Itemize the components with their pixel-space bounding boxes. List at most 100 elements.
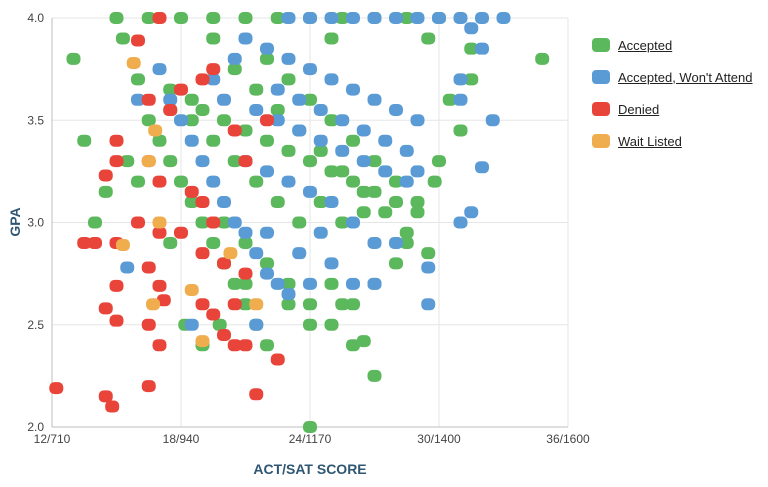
point-denied bbox=[227, 124, 242, 137]
legend-item-wait-listed[interactable]: Wait Listed bbox=[592, 130, 768, 152]
point-accepted bbox=[399, 226, 414, 239]
point-accepted-won-t-attend bbox=[410, 165, 425, 178]
point-accepted-won-t-attend bbox=[367, 93, 382, 106]
point-denied bbox=[238, 267, 253, 280]
point-accepted-won-t-attend bbox=[410, 114, 425, 127]
point-denied bbox=[152, 175, 167, 188]
point-accepted-won-t-attend bbox=[206, 175, 221, 188]
point-accepted bbox=[346, 298, 360, 311]
point-denied bbox=[152, 12, 167, 24]
point-accepted-won-t-attend bbox=[475, 161, 489, 174]
data-points bbox=[49, 12, 550, 433]
point-accepted-won-t-attend bbox=[270, 114, 285, 127]
y-axis-title: GPA bbox=[7, 207, 23, 236]
point-accepted bbox=[249, 175, 264, 188]
point-accepted bbox=[313, 144, 328, 157]
point-accepted bbox=[195, 104, 210, 117]
point-accepted bbox=[303, 421, 317, 433]
legend-label-accepted-wont-attend: Accepted, Won't Attend bbox=[618, 69, 753, 85]
point-denied bbox=[156, 294, 171, 307]
point-accepted bbox=[163, 236, 178, 249]
point-accepted bbox=[367, 185, 382, 198]
point-accepted-won-t-attend bbox=[356, 155, 371, 168]
point-accepted-won-t-attend bbox=[163, 93, 178, 106]
legend-swatch-accepted-wont-attend bbox=[592, 70, 610, 84]
point-accepted-won-t-attend bbox=[496, 12, 511, 24]
point-accepted-won-t-attend bbox=[389, 236, 403, 249]
point-denied bbox=[105, 400, 120, 413]
x-axis-title: ACT/SAT SCORE bbox=[253, 461, 366, 477]
point-accepted bbox=[303, 155, 317, 168]
point-accepted-won-t-attend bbox=[292, 93, 307, 106]
point-accepted bbox=[141, 12, 156, 24]
point-denied bbox=[49, 382, 64, 395]
point-accepted-won-t-attend bbox=[313, 226, 328, 239]
point-accepted-won-t-attend bbox=[227, 216, 242, 229]
point-denied bbox=[141, 261, 156, 274]
point-accepted bbox=[421, 247, 436, 260]
point-accepted-won-t-attend bbox=[464, 22, 479, 35]
point-accepted bbox=[77, 134, 92, 147]
point-denied bbox=[206, 216, 221, 229]
point-accepted bbox=[335, 298, 350, 311]
point-accepted bbox=[238, 298, 253, 311]
point-denied bbox=[163, 104, 178, 117]
point-accepted bbox=[367, 155, 382, 168]
legend-item-denied[interactable]: Denied bbox=[592, 98, 768, 120]
point-accepted-won-t-attend bbox=[313, 104, 328, 117]
point-accepted-won-t-attend bbox=[464, 206, 479, 219]
y-tick-label: 3.0 bbox=[27, 216, 44, 230]
point-accepted bbox=[98, 185, 113, 198]
point-accepted-won-t-attend bbox=[281, 288, 296, 301]
point-accepted-won-t-attend bbox=[270, 83, 285, 96]
point-accepted bbox=[184, 93, 199, 106]
point-accepted-won-t-attend bbox=[346, 216, 360, 229]
point-denied bbox=[98, 390, 113, 403]
point-denied bbox=[270, 353, 285, 366]
point-denied bbox=[174, 83, 188, 96]
point-accepted-won-t-attend bbox=[281, 52, 296, 65]
point-accepted-won-t-attend bbox=[453, 216, 468, 229]
point-accepted bbox=[346, 175, 360, 188]
legend-item-accepted-wont-attend[interactable]: Accepted, Won't Attend bbox=[592, 66, 768, 88]
point-accepted-won-t-attend bbox=[475, 42, 489, 55]
point-accepted-won-t-attend bbox=[324, 257, 339, 270]
point-accepted bbox=[324, 165, 339, 178]
point-accepted bbox=[238, 277, 253, 290]
point-accepted bbox=[464, 73, 479, 86]
point-accepted bbox=[238, 12, 253, 24]
point-accepted-won-t-attend bbox=[152, 63, 167, 76]
point-accepted bbox=[131, 73, 145, 86]
y-tick-label: 2.0 bbox=[27, 420, 44, 434]
point-accepted bbox=[217, 216, 231, 229]
point-accepted-won-t-attend bbox=[227, 52, 242, 65]
point-accepted-won-t-attend bbox=[249, 318, 264, 331]
x-tick-label: 36/1600 bbox=[546, 432, 590, 446]
point-accepted bbox=[378, 206, 393, 219]
point-accepted bbox=[389, 257, 403, 270]
point-accepted-won-t-attend bbox=[249, 247, 264, 260]
point-accepted bbox=[141, 114, 156, 127]
point-accepted bbox=[389, 196, 403, 209]
legend-item-accepted[interactable]: Accepted bbox=[592, 34, 768, 56]
x-tick-label: 24/1170 bbox=[289, 432, 332, 446]
point-wait-listed bbox=[115, 238, 130, 251]
point-accepted bbox=[152, 134, 167, 147]
point-denied bbox=[227, 298, 242, 311]
point-accepted-won-t-attend bbox=[184, 134, 199, 147]
point-accepted-won-t-attend bbox=[292, 124, 307, 137]
point-accepted bbox=[195, 216, 210, 229]
point-accepted bbox=[227, 63, 242, 76]
point-denied bbox=[249, 388, 264, 401]
point-accepted bbox=[260, 134, 274, 147]
point-accepted-won-t-attend bbox=[131, 93, 145, 106]
point-denied bbox=[141, 318, 156, 331]
point-denied bbox=[152, 226, 167, 239]
point-denied bbox=[195, 196, 210, 209]
point-accepted bbox=[432, 155, 446, 168]
x-tick-label: 18/940 bbox=[163, 432, 200, 446]
point-accepted-won-t-attend bbox=[421, 298, 436, 311]
point-denied bbox=[131, 216, 145, 229]
point-accepted-won-t-attend bbox=[303, 12, 317, 24]
point-denied bbox=[98, 302, 113, 315]
